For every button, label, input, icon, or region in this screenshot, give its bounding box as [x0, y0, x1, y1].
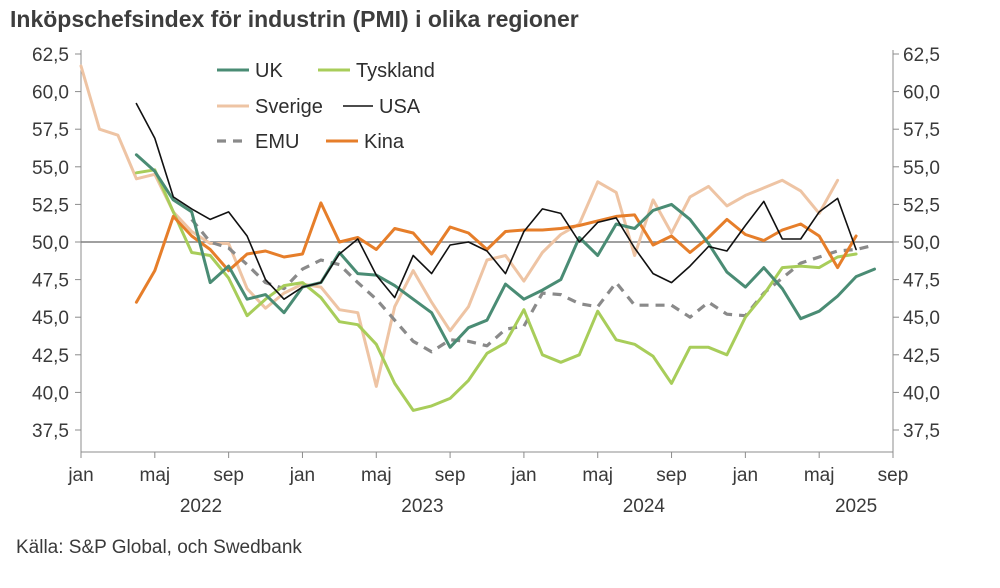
y-tick-label-right: 52,5	[903, 195, 940, 216]
legend-label-uk: UK	[255, 60, 283, 82]
legend-label-kina: Kina	[364, 131, 405, 153]
source-note: Källa: S&P Global, och Swedbank	[16, 537, 302, 558]
x-year-label: 2024	[623, 496, 666, 517]
x-tick-label: jan	[67, 465, 93, 486]
x-year-label: 2023	[401, 496, 443, 517]
y-tick-label-left: 37,5	[32, 421, 69, 442]
chart-title: Inköpschefsindex för industrin (PMI) i o…	[10, 6, 579, 32]
y-tick-label-right: 37,5	[903, 421, 940, 442]
series-line-usa	[135, 102, 857, 301]
legend-label-tyskland: Tyskland	[356, 60, 435, 82]
x-tick-label: jan	[289, 465, 315, 486]
x-tick-label: maj	[361, 465, 392, 486]
x-tick-label: maj	[582, 465, 613, 486]
y-tick-label-left: 52,5	[32, 195, 69, 216]
x-tick-label: jan	[732, 465, 758, 486]
y-tick-label-left: 42,5	[32, 346, 69, 367]
legend-label-usa: USA	[379, 96, 421, 118]
y-tick-label-right: 45,0	[903, 308, 940, 329]
y-tick-label-right: 57,5	[903, 120, 940, 141]
x-tick-label: maj	[140, 465, 171, 486]
y-tick-label-left: 62,5	[32, 45, 69, 66]
y-tick-label-left: 50,0	[32, 233, 69, 254]
y-tick-label-left: 45,0	[32, 308, 69, 329]
series-line-kina	[134, 201, 858, 304]
y-tick-label-right: 60,0	[903, 83, 940, 104]
legend-background	[205, 58, 505, 162]
x-tick-label: maj	[804, 465, 835, 486]
series-line-emu	[190, 218, 875, 354]
x-tick-label: sep	[213, 465, 244, 486]
y-tick-label-left: 55,0	[32, 158, 69, 179]
y-tick-label-left: 40,0	[32, 383, 69, 404]
series-line-tyskland	[134, 168, 858, 412]
legend-label-sverige: Sverige	[255, 96, 323, 118]
x-year-label: 2022	[180, 496, 222, 517]
y-tick-label-left: 47,5	[32, 271, 69, 292]
x-tick-label: sep	[435, 465, 466, 486]
y-tick-label-right: 50,0	[903, 233, 940, 254]
y-tick-label-right: 47,5	[903, 271, 940, 292]
y-tick-label-right: 55,0	[903, 158, 940, 179]
y-tick-label-right: 40,0	[903, 383, 940, 404]
x-tick-label: sep	[656, 465, 687, 486]
y-tick-label-right: 42,5	[903, 346, 940, 367]
x-year-label: 2025	[835, 496, 877, 517]
x-tick-label: jan	[510, 465, 536, 486]
x-tick-label: sep	[878, 465, 909, 486]
y-tick-label-left: 60,0	[32, 83, 69, 104]
series-line-uk	[134, 153, 876, 349]
y-tick-label-left: 57,5	[32, 120, 69, 141]
series-line-sverige	[79, 64, 840, 388]
legend-label-emu: EMU	[255, 131, 299, 153]
y-tick-label-right: 62,5	[903, 45, 940, 66]
